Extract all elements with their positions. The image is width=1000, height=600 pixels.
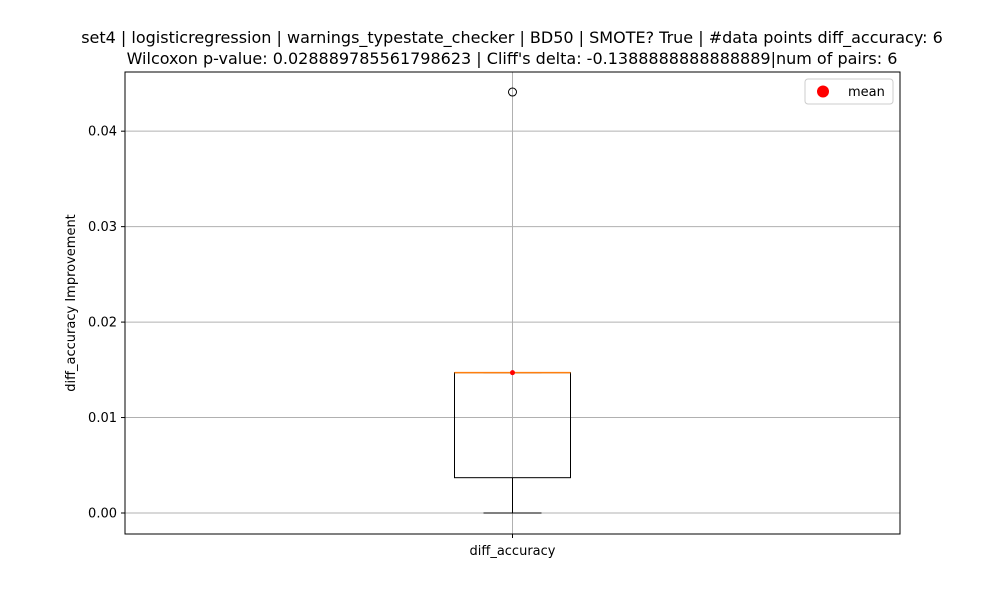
- legend-frame: [804, 78, 894, 105]
- mean-marker: [510, 370, 515, 376]
- y-axis-ticks: 0.00 0.01 0.02 0.03 0.04: [88, 125, 125, 522]
- y-axis-label: diff_accuracy Improvement: [64, 214, 79, 392]
- legend-mean-label: mean: [848, 85, 885, 100]
- x-axis-ticks: diff_accuracy: [470, 534, 556, 559]
- y-tick-label: 0.00: [88, 507, 117, 522]
- plot-area-frame: [124, 71, 901, 535]
- y-tick-label: 0.01: [88, 411, 117, 426]
- y-tick-label: 0.03: [88, 220, 117, 235]
- grid-lines: [125, 72, 900, 534]
- y-tick-label: 0.02: [88, 316, 117, 331]
- legend-mean-marker: [817, 85, 829, 98]
- chart-title-line-2: Wilcoxon p-value: 0.028889785561798623 |…: [127, 49, 898, 68]
- outlier-point: [508, 87, 517, 97]
- x-tick-label: diff_accuracy: [470, 544, 556, 559]
- legend: mean: [804, 78, 894, 105]
- y-tick-label: 0.04: [88, 125, 117, 140]
- chart-title-line-1: set4 | logisticregression | warnings_typ…: [81, 28, 943, 48]
- box-plot: [454, 87, 571, 514]
